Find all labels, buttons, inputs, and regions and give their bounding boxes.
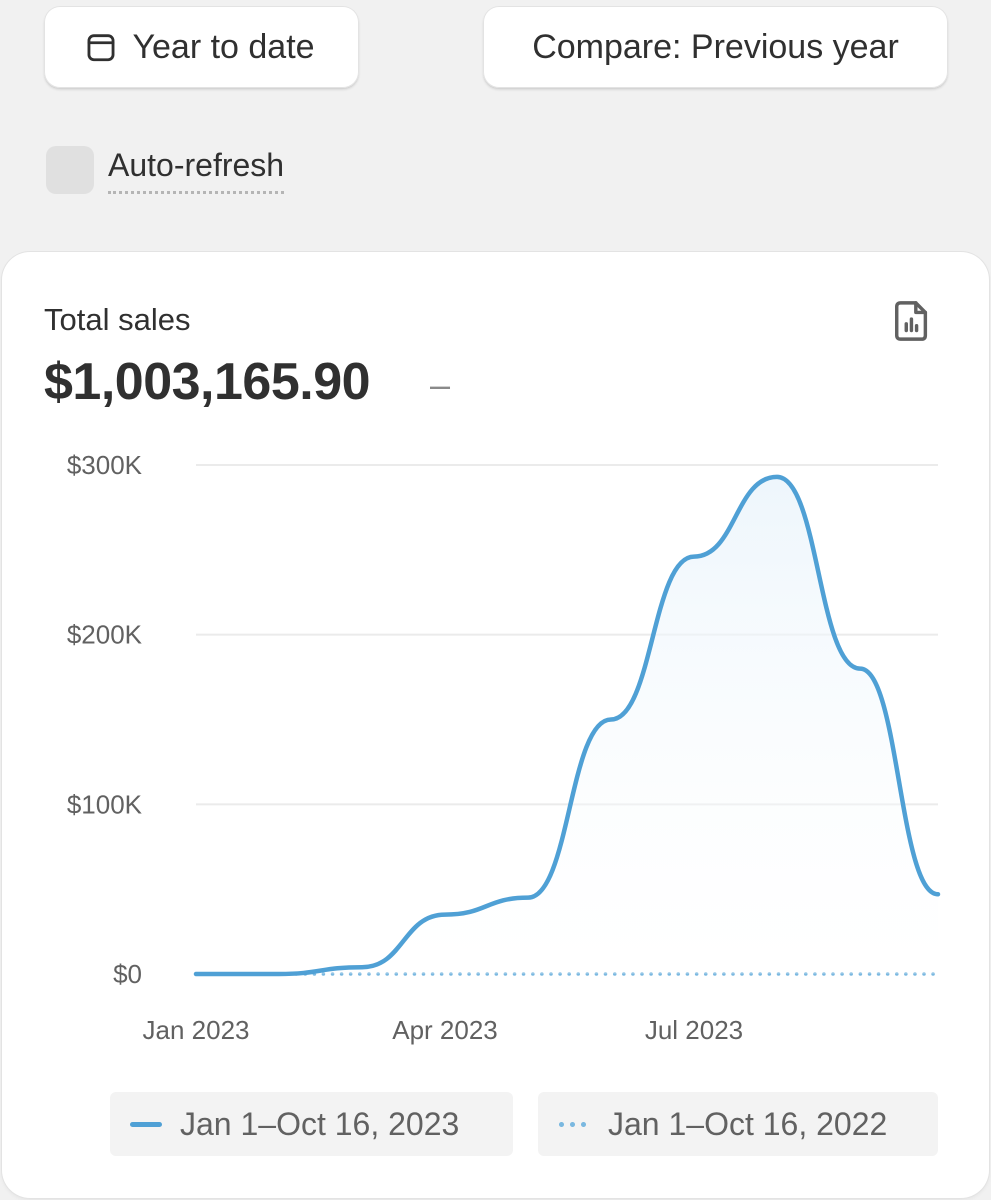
series-current-area [196, 476, 938, 974]
comparison-delta: – [430, 364, 451, 405]
date-range-button[interactable]: Year to date [44, 6, 359, 88]
y-tick-label: $300K [67, 450, 143, 480]
sales-chart: $0 $100K $200K $300K Jan 2023 Apr 2023 Jul 202… [67, 450, 941, 1045]
report-chart-icon[interactable] [892, 300, 932, 342]
x-tick-label: Apr 2023 [392, 1015, 498, 1045]
auto-refresh-label[interactable]: Auto-refresh [108, 145, 285, 194]
y-tick-label: $200K [67, 620, 143, 650]
legend-current-period[interactable]: Jan 1–Oct 16, 2023 [110, 1092, 513, 1156]
total-sales-value: $1,003,165.90 [44, 353, 371, 411]
x-tick-label: Jan 2023 [143, 1015, 250, 1045]
compare-label: Compare: Previous year [532, 27, 899, 66]
x-tick-label: Jul 2023 [645, 1015, 743, 1045]
solid-line-swatch [130, 1121, 162, 1127]
legend-previous-label: Jan 1–Oct 16, 2022 [608, 1105, 888, 1142]
legend-previous-period[interactable]: Jan 1–Oct 16, 2022 [538, 1092, 938, 1156]
compare-button[interactable]: Compare: Previous year [483, 6, 948, 88]
dotted-line-swatch [556, 1121, 590, 1127]
series-current-line [193, 474, 941, 977]
date-range-label: Year to date [132, 27, 315, 66]
y-tick-label: $0 [113, 959, 142, 989]
auto-refresh-row: Auto-refresh [46, 145, 285, 194]
calendar-icon [87, 34, 115, 62]
card-title: Total sales [44, 302, 191, 337]
total-sales-card: Total sales $1,003,165.90 – $0 $100K $200K… [2, 252, 989, 1198]
y-tick-label: $100K [67, 789, 143, 819]
legend-current-label: Jan 1–Oct 16, 2023 [180, 1105, 460, 1142]
auto-refresh-checkbox[interactable] [46, 145, 94, 194]
